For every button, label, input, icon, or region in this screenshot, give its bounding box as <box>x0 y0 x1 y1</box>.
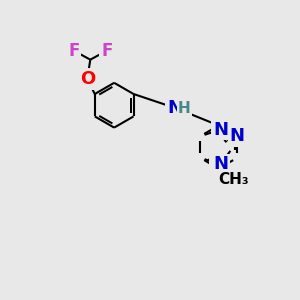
Text: O: O <box>80 70 95 88</box>
Text: N: N <box>230 127 245 145</box>
Text: F: F <box>101 42 112 60</box>
Text: N: N <box>213 121 228 139</box>
Text: N: N <box>213 155 228 173</box>
Text: H: H <box>178 101 191 116</box>
Text: N: N <box>211 160 226 178</box>
Text: F: F <box>68 42 80 60</box>
Text: N: N <box>167 99 182 117</box>
Text: CH₃: CH₃ <box>219 172 249 187</box>
